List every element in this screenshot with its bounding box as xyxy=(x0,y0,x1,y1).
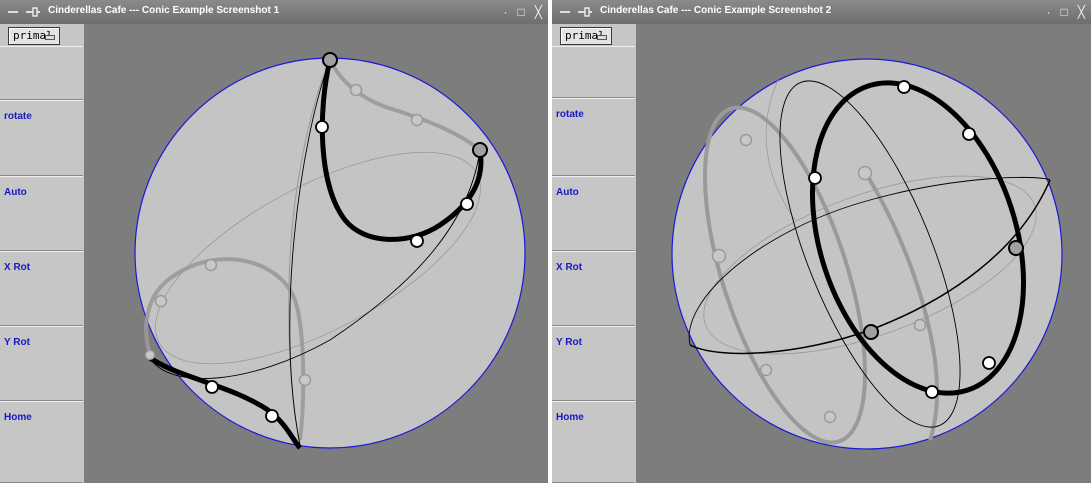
front-thin-ellipse xyxy=(779,80,961,428)
back-control-point xyxy=(349,83,363,97)
control-point xyxy=(460,197,474,211)
mode-dropdown[interactable]: primal xyxy=(560,27,612,45)
rotate-button[interactable]: rotate xyxy=(552,98,635,176)
back-ellipse xyxy=(155,151,481,365)
control-point xyxy=(315,120,329,134)
minimize-icon[interactable]: · xyxy=(1046,5,1051,19)
back-ellipse xyxy=(703,175,1037,355)
control-point xyxy=(205,380,219,394)
title-bar[interactable]: Cinderellas Cafe --- Conic Example Scree… xyxy=(552,0,1091,24)
close-icon[interactable]: ╳ xyxy=(534,5,542,19)
conic-canvas[interactable] xyxy=(84,24,548,483)
front-thin-curve xyxy=(688,176,1051,346)
sphere xyxy=(671,58,1063,450)
blank-button[interactable] xyxy=(0,46,83,100)
rotate-button[interactable]: rotate xyxy=(0,100,83,176)
front-conic-curve xyxy=(148,355,302,450)
menu-icon[interactable] xyxy=(6,5,42,19)
sphere xyxy=(134,57,526,449)
mode-dropdown-value: primal xyxy=(13,29,53,42)
mode-dropdown[interactable]: primal xyxy=(8,27,60,45)
maximize-icon[interactable]: □ xyxy=(517,5,525,19)
window-title: Cinderellas Cafe --- Conic Example Scree… xyxy=(48,5,280,16)
back-control-point xyxy=(711,248,727,264)
control-point xyxy=(982,356,996,370)
control-point xyxy=(925,385,939,399)
control-point xyxy=(410,234,424,248)
back-control-point xyxy=(144,349,156,361)
control-point xyxy=(808,171,822,185)
menu-icon[interactable] xyxy=(558,5,594,19)
dropdown-arrow-icon xyxy=(597,35,607,40)
mode-dropdown-value: primal xyxy=(565,29,605,42)
dropdown-arrow-icon xyxy=(45,35,55,40)
control-point xyxy=(897,80,911,94)
back-control-point xyxy=(823,410,837,424)
conic-drawing[interactable] xyxy=(84,24,548,483)
x-rot-button[interactable]: X Rot xyxy=(0,251,83,326)
close-icon[interactable]: ╳ xyxy=(1077,5,1085,19)
control-point xyxy=(863,324,879,340)
conic-canvas[interactable] xyxy=(636,24,1091,483)
back-conic-curve xyxy=(863,170,940,441)
control-point xyxy=(1008,240,1024,256)
home-button[interactable]: Home xyxy=(0,401,83,483)
window-title: Cinderellas Cafe --- Conic Example Scree… xyxy=(600,5,832,16)
back-control-point xyxy=(154,294,168,308)
pin-icon xyxy=(26,7,40,17)
x-rot-button[interactable]: X Rot xyxy=(552,251,635,326)
pin-icon xyxy=(578,7,592,17)
control-point xyxy=(472,142,488,158)
maximize-icon[interactable]: □ xyxy=(1060,5,1068,19)
y-rot-button[interactable]: Y Rot xyxy=(552,326,635,401)
title-bar[interactable]: Cinderellas Cafe --- Conic Example Scree… xyxy=(0,0,548,24)
back-control-point xyxy=(204,258,218,272)
back-control-point xyxy=(857,165,873,181)
back-ellipse xyxy=(702,105,868,445)
auto-button[interactable]: Auto xyxy=(0,176,83,251)
sidebar: rotate Auto X Rot Y Rot Home xyxy=(552,24,635,483)
home-button[interactable]: Home xyxy=(552,401,635,483)
back-control-point xyxy=(410,113,424,127)
front-thin-curve xyxy=(289,59,331,446)
control-point xyxy=(962,127,976,141)
back-control-point xyxy=(739,133,753,147)
back-control-point xyxy=(759,363,773,377)
window-1: Cinderellas Cafe --- Conic Example Scree… xyxy=(0,0,548,483)
auto-button[interactable]: Auto xyxy=(552,176,635,251)
back-conic-curve xyxy=(144,257,306,441)
blank-button[interactable] xyxy=(552,46,635,98)
control-point xyxy=(322,52,338,68)
y-rot-button[interactable]: Y Rot xyxy=(0,326,83,401)
control-point xyxy=(265,409,279,423)
conic-drawing[interactable] xyxy=(636,24,1091,483)
back-conic-curve xyxy=(765,79,796,221)
window-2: Cinderellas Cafe --- Conic Example Scree… xyxy=(552,0,1091,483)
back-control-point xyxy=(298,373,312,387)
back-conic-curve xyxy=(328,59,482,152)
back-control-point xyxy=(913,318,927,332)
front-conic-ellipse xyxy=(809,80,1027,396)
minimize-icon[interactable]: · xyxy=(503,5,508,19)
sidebar: rotate Auto X Rot Y Rot Home xyxy=(0,24,83,483)
front-thin-curve xyxy=(149,149,481,379)
